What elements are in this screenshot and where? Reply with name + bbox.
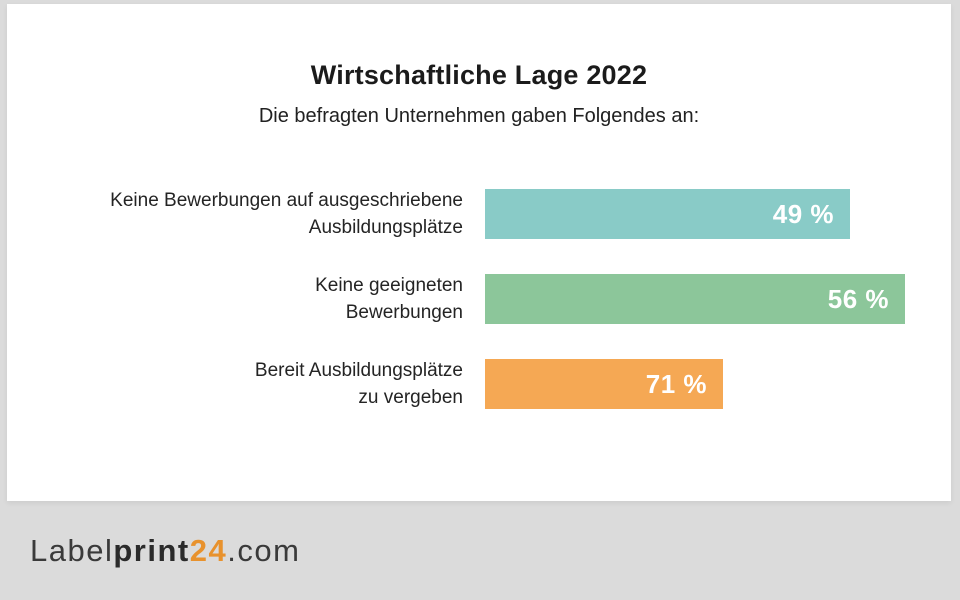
- logo-text-24: 24: [189, 533, 228, 568]
- label-line: Keine geeigneten: [315, 275, 463, 296]
- chart-subtitle: Die befragten Unternehmen gaben Folgende…: [258, 105, 700, 127]
- bar-category-label-3: Bereit Ausbildungsplätze zu vergeben: [7, 359, 463, 409]
- label-line: Bereit Ausbildungsplätze: [254, 360, 463, 381]
- label-line: Keine Bewerbungen auf ausgeschriebene: [110, 190, 463, 211]
- chart-title: Wirtschaftliche Lage 2022: [310, 60, 648, 90]
- bar-value-label-3: 71 %: [645, 368, 707, 399]
- chart-card: Wirtschaftliche Lage 2022 Die befragten …: [7, 4, 951, 501]
- logo-text-com: .com: [227, 533, 301, 568]
- bar-2: 56 %: [485, 274, 905, 324]
- bar-category-label-1: Keine Bewerbungen auf ausgeschriebene Au…: [7, 189, 463, 239]
- bar-category-label-2: Keine geeigneten Bewerbungen: [7, 274, 463, 324]
- logo-text-print: print: [113, 533, 190, 568]
- bar-value-label-2: 56 %: [827, 283, 889, 314]
- label-line: Bewerbungen: [345, 302, 463, 323]
- brand-logo: Labelprint24.com: [30, 533, 300, 569]
- bar-row-1: Keine Bewerbungen auf ausgeschriebene Au…: [7, 189, 951, 239]
- label-line: zu vergeben: [358, 387, 463, 408]
- bar-row-3: Bereit Ausbildungsplätze zu vergeben 71 …: [7, 359, 951, 409]
- bar-1: 49 %: [485, 189, 850, 239]
- bar-value-label-1: 49 %: [772, 198, 834, 229]
- bar-row-2: Keine geeigneten Bewerbungen 56 %: [7, 274, 951, 324]
- logo-text-label: Label: [30, 533, 114, 568]
- bar-3: 71 %: [485, 359, 723, 409]
- label-line: Ausbildungsplätze: [308, 217, 463, 238]
